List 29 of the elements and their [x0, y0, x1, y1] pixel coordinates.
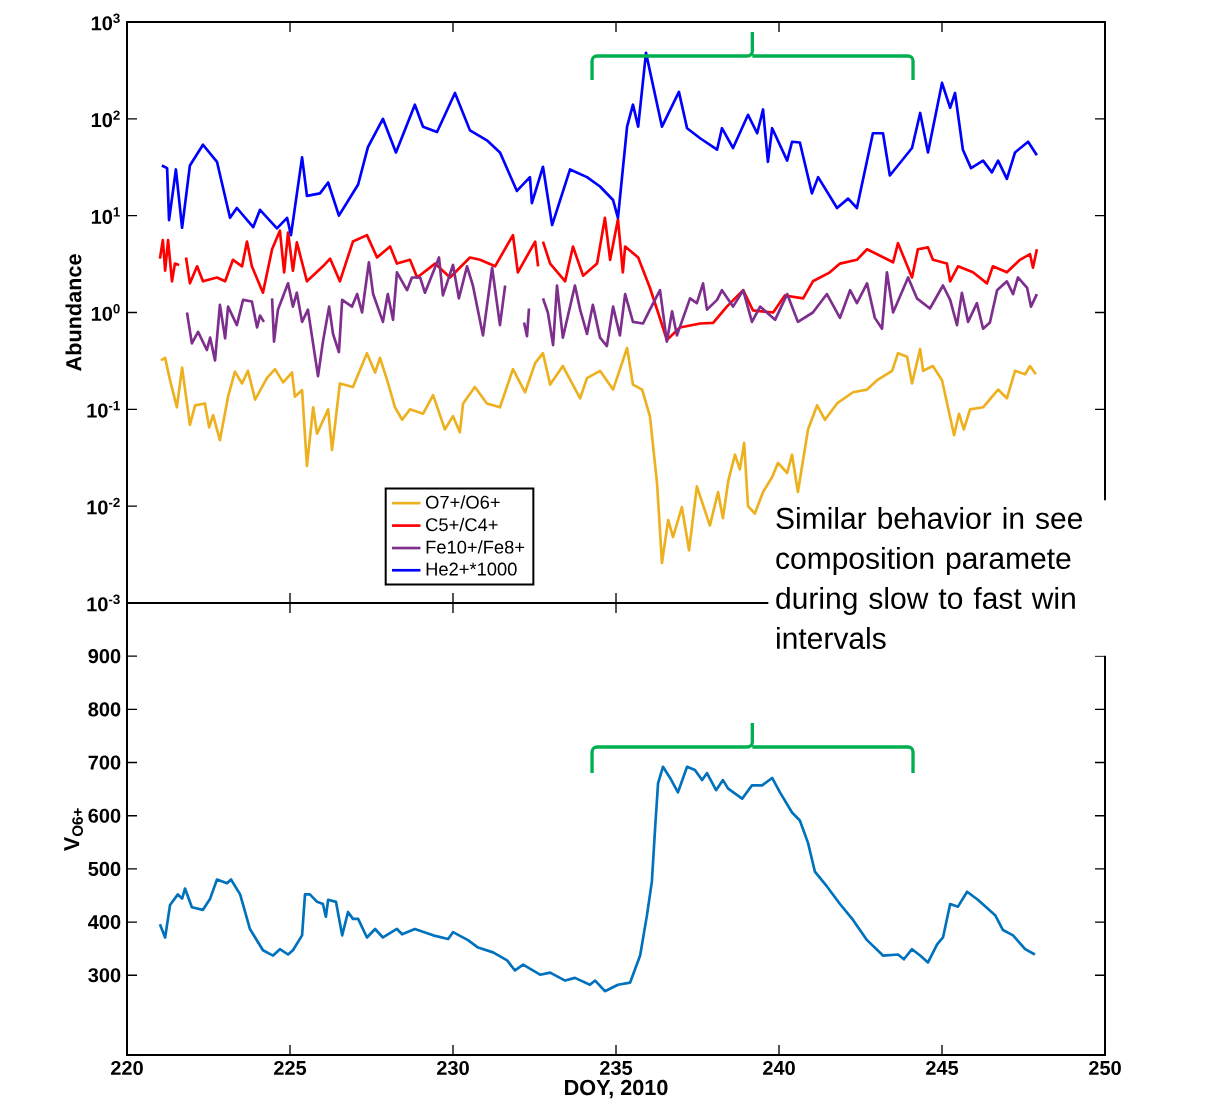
- legend-label: He2+*1000: [426, 562, 517, 576]
- x-axis-title: DOY, 2010: [565, 1079, 668, 1099]
- y-tick-label: 300: [88, 968, 121, 983]
- x-tick-label: 230: [437, 1060, 469, 1076]
- y-tick-label: 10$^{-1}$: [87, 401, 120, 418]
- y-tick-label: 10$^{0}$: [91, 304, 120, 321]
- y-tick-label: 500: [88, 861, 121, 876]
- y-tick-label: 900: [88, 649, 121, 664]
- legend-label: O7+/O6+: [426, 495, 500, 509]
- y-tick-label: 10$^{2}$: [91, 110, 120, 128]
- y-tick-label: 700: [88, 755, 121, 770]
- x-tick-label: 235: [600, 1060, 633, 1076]
- y-axis-title: Abundance: [65, 254, 82, 371]
- x-tick-label: 245: [926, 1060, 959, 1076]
- legend-label: Fe10+/Fe8+: [426, 540, 525, 554]
- x-tick-label: 220: [111, 1060, 143, 1076]
- y-tick-label: 800: [88, 702, 121, 717]
- annotation: Similar behavior in see composition paramete during slow to fast win intervals: [776, 506, 1083, 650]
- y-tick-label: 400: [88, 914, 121, 930]
- y-tick-label: 10$^{1}$: [91, 207, 120, 224]
- x-tick-label: 225: [274, 1060, 307, 1076]
- y-tick-label: 10$^{3}$: [91, 13, 120, 31]
- y-tick-label: 10$^{-3}$: [87, 594, 120, 612]
- x-tick-label: 250: [1089, 1060, 1121, 1076]
- y-tick-label: 600: [88, 808, 121, 823]
- y-tick-label: 10$^{-2}$: [87, 497, 120, 515]
- x-tick-label: 240: [763, 1060, 795, 1076]
- y-axis-title: V$_{O6+}$: [64, 808, 83, 852]
- legend-label: C5+/C4+: [426, 517, 498, 532]
